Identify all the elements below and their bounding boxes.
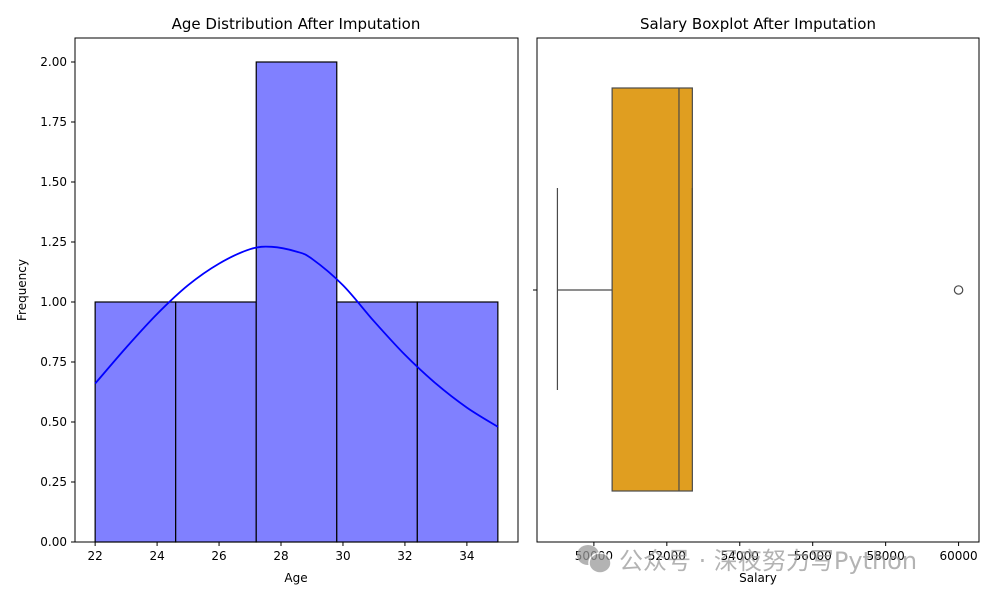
salary-x-tick-label: 58000: [867, 549, 905, 563]
frequency-y-tick-label: 0.00: [40, 535, 67, 549]
age-x-ticks: 22 24 26 28 30 32 34: [87, 542, 475, 563]
frequency-y-tick-label: 0.50: [40, 415, 67, 429]
frequency-y-axis-label: Frequency: [15, 259, 29, 321]
frequency-y-tick-label: 1.00: [40, 295, 67, 309]
salary-x-axis-label: Salary: [739, 571, 777, 585]
age-x-tick-label: 32: [397, 549, 412, 563]
salary-x-tick-label: 56000: [794, 549, 832, 563]
salary-boxplot: [556, 87, 964, 492]
age-histogram-frame: [74, 37, 519, 543]
frequency-y-tick-label: 2.00: [40, 55, 67, 69]
salary-x-tick-label: 52000: [648, 549, 686, 563]
salary-boxplot-title: Salary Boxplot After Imputation: [640, 15, 876, 33]
salary-x-tick-label: 54000: [721, 549, 759, 563]
frequency-y-tick-label: 1.75: [40, 115, 67, 129]
histogram-bars: [94, 61, 499, 543]
salary-boxplot-panel: Salary Boxplot After Imputation 50000520…: [533, 15, 980, 585]
iqr-box: [611, 87, 693, 492]
frequency-y-tick-label: 1.25: [40, 235, 67, 249]
age-histogram-title: Age Distribution After Imputation: [172, 15, 421, 33]
histogram-bar-0: [94, 301, 177, 543]
frequency-y-tick-label: 1.50: [40, 175, 67, 189]
histogram-bar-4: [416, 301, 499, 543]
age-x-tick-label: 22: [87, 549, 102, 563]
histogram-bar-3: [336, 301, 418, 543]
wechat-icon: [577, 545, 612, 574]
frequency-y-tick-label: 0.25: [40, 475, 67, 489]
watermark-text: 公众号 · 深夜努力写Python: [619, 547, 917, 575]
age-x-tick-label: 24: [149, 549, 164, 563]
age-x-tick-label: 34: [459, 549, 474, 563]
kde-curve: [94, 245, 499, 428]
histogram-bar-2: [255, 61, 338, 543]
frequency-y-tick-label: 0.75: [40, 355, 67, 369]
age-x-tick-label: 26: [211, 549, 226, 563]
age-histogram-panel: Age Distribution After Imputation 22 24 26…: [15, 15, 519, 585]
outlier-point: [953, 285, 964, 295]
age-x-tick-label: 28: [273, 549, 288, 563]
watermark: 公众号 · 深夜努力写Python: [577, 545, 917, 575]
age-x-tick-label: 30: [335, 549, 350, 563]
salary-x-tick-label: 60000: [939, 549, 977, 563]
frequency-y-ticks: 0.00 0.25 0.50 0.75 1.00 1.25 1.50 1.75 2.00: [40, 55, 75, 549]
age-x-axis-label: Age: [284, 571, 307, 585]
histogram-bar-1: [175, 301, 257, 543]
